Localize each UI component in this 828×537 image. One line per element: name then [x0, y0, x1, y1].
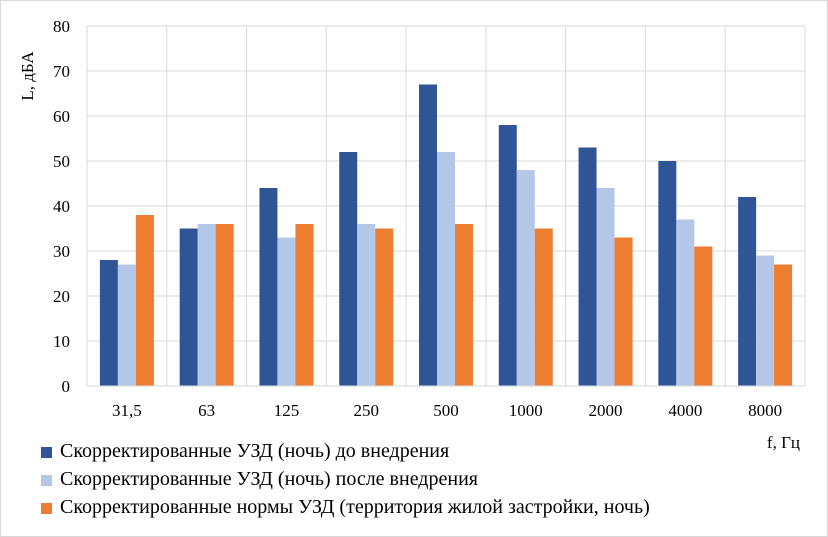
legend-swatch — [41, 447, 52, 458]
x-tick-label: 500 — [433, 401, 459, 420]
bar-series-3 — [375, 228, 394, 386]
bar-series-3 — [455, 224, 473, 386]
bar-series-3 — [135, 215, 154, 386]
x-tick-label: 2000 — [589, 401, 623, 420]
bar-series-2 — [357, 224, 376, 386]
bar-series-3 — [295, 224, 314, 386]
x-tick-label: 4000 — [668, 401, 702, 420]
bar-series-2 — [277, 237, 296, 386]
axes — [86, 26, 805, 387]
bar-series-1 — [498, 125, 517, 386]
bar-series-1 — [339, 152, 358, 386]
bar-series-3 — [694, 246, 713, 386]
y-tick-label: 20 — [53, 287, 70, 306]
legend: Скорректированные УЗД (ночь) до внедрени… — [41, 440, 650, 518]
y-tick-label: 80 — [53, 17, 70, 36]
x-tick-label: 125 — [274, 401, 300, 420]
y-axis-label: L, дБА — [18, 51, 37, 101]
bar-series-2 — [756, 255, 775, 386]
bar-series-1 — [658, 161, 677, 386]
x-axis-label: f, Гц — [767, 433, 800, 452]
bar-series-2 — [596, 188, 615, 386]
x-tick-label: 31,5 — [112, 401, 142, 420]
x-tick-labels: 31,5 63 125 250 500 1000 2000 4000 8000 — [112, 401, 782, 420]
y-tick-label: 30 — [53, 242, 70, 261]
bar-series-2 — [437, 152, 455, 386]
bar-series-1 — [179, 228, 198, 386]
y-tick-label: 70 — [53, 62, 70, 81]
x-tick-label: 8000 — [748, 401, 782, 420]
legend-label: Скорректированные УЗД (ночь) до внедрени… — [60, 440, 449, 462]
bar-series-1 — [578, 147, 597, 386]
bar-series-3 — [614, 237, 633, 386]
bar-series-1 — [738, 197, 757, 386]
bar-series-1 — [259, 188, 278, 386]
bar-series-2 — [676, 219, 695, 386]
y-tick-labels: 0 10 20 30 40 50 60 70 80 — [53, 17, 70, 396]
legend-swatch — [41, 475, 52, 486]
y-tick-label: 60 — [53, 107, 70, 126]
bar-series-1 — [419, 84, 437, 386]
bar-series-2 — [117, 264, 136, 386]
bar-series-1 — [99, 260, 118, 386]
x-tick-label: 1000 — [509, 401, 543, 420]
bars — [99, 84, 793, 386]
y-tick-label: 50 — [53, 152, 70, 171]
bar-series-3 — [534, 228, 553, 386]
bar-series-3 — [774, 264, 793, 386]
y-tick-label: 10 — [53, 332, 70, 351]
legend-swatch — [41, 503, 52, 514]
bar-series-2 — [197, 224, 216, 386]
legend-label: Скорректированные УЗД (ночь) после внедр… — [60, 468, 478, 490]
x-tick-label: 63 — [198, 401, 215, 420]
bar-series-3 — [215, 224, 234, 386]
legend-label: Скорректированные нормы УЗД (территория … — [60, 496, 650, 518]
y-tick-label: 40 — [53, 197, 70, 216]
bar-series-2 — [516, 170, 535, 386]
x-tick-label: 250 — [353, 401, 379, 420]
y-tick-label: 0 — [62, 377, 71, 396]
